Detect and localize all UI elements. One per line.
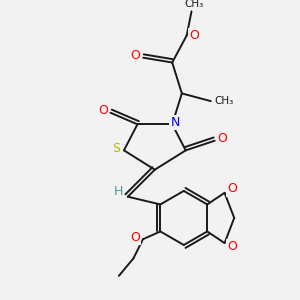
Text: O: O <box>130 49 140 62</box>
Text: H: H <box>113 185 123 198</box>
Text: O: O <box>98 104 108 117</box>
Text: O: O <box>227 182 237 196</box>
Text: O: O <box>227 240 237 254</box>
Text: N: N <box>170 116 180 129</box>
Text: CH₃: CH₃ <box>215 96 234 106</box>
Text: O: O <box>190 29 199 42</box>
Text: O: O <box>130 231 140 244</box>
Text: CH₃: CH₃ <box>185 0 204 9</box>
Text: S: S <box>112 142 120 155</box>
Text: O: O <box>218 132 227 145</box>
